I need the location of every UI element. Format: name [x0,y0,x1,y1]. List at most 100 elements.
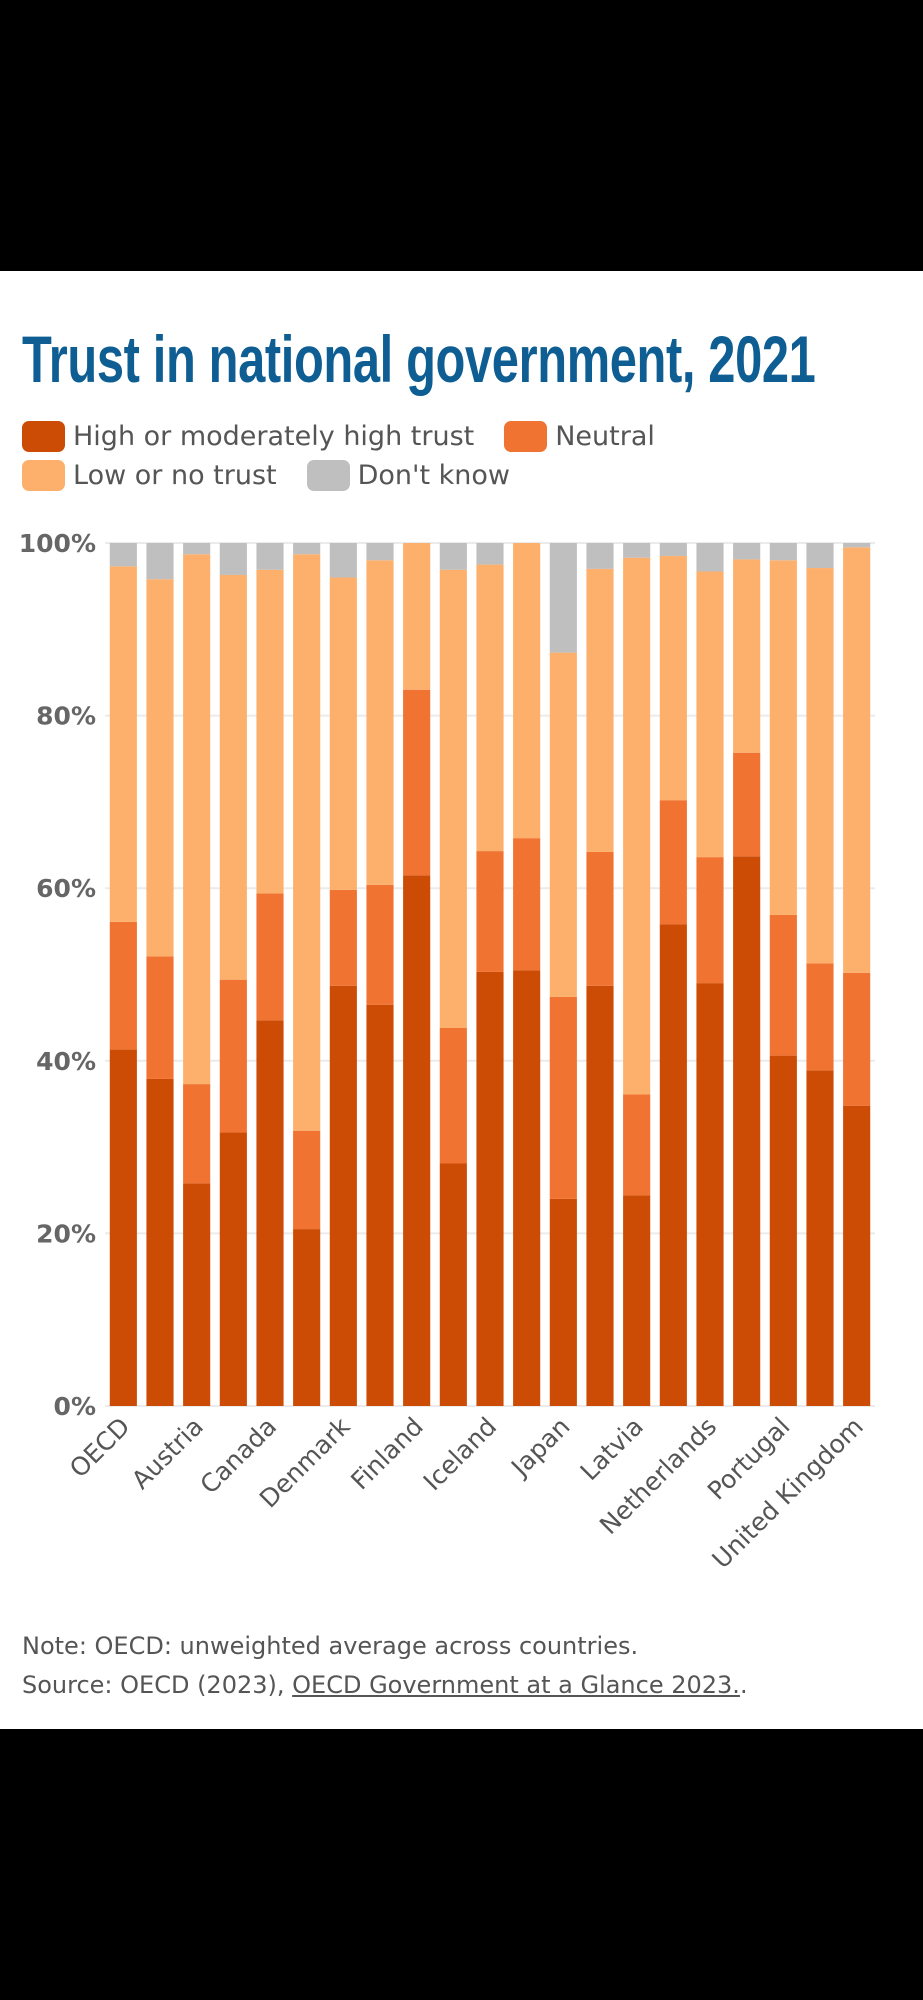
bar-segment-neutral [659,800,687,925]
legend-item-dont-know[interactable]: Don't know [306,460,510,491]
y-tick-label: 60% [36,874,96,903]
bar-segment-neutral [696,857,724,984]
bar-segment-high-or-moderately-high-trust [806,1070,834,1406]
bar-segment-low-or-no-trust [439,569,467,1029]
bar-segment-high-or-moderately-high-trust [733,856,761,1406]
bar-segment-don-t-know [769,543,797,561]
bar-segment-low-or-no-trust [403,543,431,690]
bar-segment-low-or-no-trust [219,574,247,980]
chart-title: Trust in national government, 2021 [22,322,816,396]
bar-segment-neutral [439,1028,467,1164]
bar-segment-neutral [733,752,761,857]
bar-segment-low-or-no-trust [256,569,284,894]
bar-segment-don-t-know [146,543,174,580]
bar-segment-low-or-no-trust [843,547,871,973]
bar-segment-don-t-know [806,543,834,569]
bar-segment-don-t-know [659,543,687,556]
bar-segment-high-or-moderately-high-trust [109,1049,137,1406]
y-tick-label: 20% [36,1219,96,1248]
bar-segment-neutral [513,838,541,971]
bar-segment-don-t-know [293,543,321,555]
bar-segment-don-t-know [476,543,504,565]
bar-segment-high-or-moderately-high-trust [843,1105,871,1406]
y-tick-label: 100% [19,529,96,558]
bar-segment-low-or-no-trust [293,554,321,1131]
bar-segment-low-or-no-trust [659,555,687,801]
footer-source: Source: OECD (2023), OECD Government at … [22,1671,748,1699]
bar-segment-neutral [586,851,614,986]
bar-segment-low-or-no-trust [476,564,504,852]
stacked-bar-chart: 0%20%40%60%80%100%OECDAustriaCanadaDenma… [19,529,875,1574]
source-prefix: Source: OECD (2023), [22,1671,293,1699]
source-suffix: . [739,1671,748,1699]
bar-segment-low-or-no-trust [586,568,614,852]
x-tick-label: OECD [64,1412,136,1484]
bar-segment-low-or-no-trust [366,560,394,885]
bar-segment-high-or-moderately-high-trust [659,924,687,1406]
bar-segment-high-or-moderately-high-trust [696,983,724,1406]
legend-item-high[interactable]: High or moderately high trust [22,421,474,452]
bar-segment-neutral [366,884,394,1005]
bar-segment-high-or-moderately-high-trust [183,1183,211,1406]
bar-segment-neutral [219,979,247,1133]
bar-segment-low-or-no-trust [806,568,834,964]
bar-segment-don-t-know [439,543,467,570]
chart-card: Trust in national government, 2021 High … [0,271,923,1729]
bar-segment-don-t-know [696,543,724,572]
legend-swatch [22,460,65,491]
bar-segment-don-t-know [329,543,357,578]
bar-segment-high-or-moderately-high-trust [329,985,357,1406]
bar-segment-low-or-no-trust [769,560,797,915]
bar-segment-neutral [403,689,431,876]
legend-item-low[interactable]: Low or no trust [22,460,277,491]
legend-item-neutral[interactable]: Neutral [504,421,655,452]
bar-segment-high-or-moderately-high-trust [219,1132,247,1406]
bar-segment-neutral [549,996,577,1199]
legend-swatch [22,421,65,452]
y-tick-label: 0% [54,1392,96,1421]
legend-swatch [306,460,350,491]
bar-segment-high-or-moderately-high-trust [476,971,504,1406]
bar-segment-don-t-know [623,543,651,558]
bar-segment-high-or-moderately-high-trust [586,985,614,1406]
bar-segment-low-or-no-trust [183,554,211,1085]
bar-segment-high-or-moderately-high-trust [769,1055,797,1406]
bar-segment-low-or-no-trust [733,559,761,753]
bar-segment-neutral [146,956,174,1079]
bar-segment-don-t-know [733,543,761,560]
bar-segment-low-or-no-trust [513,543,541,839]
bar-segment-don-t-know [549,543,577,653]
bar-segment-high-or-moderately-high-trust [366,1004,394,1406]
bar-segment-don-t-know [256,543,284,570]
bar-segment-neutral [293,1130,321,1230]
bar-segment-neutral [329,889,357,986]
bar-segment-don-t-know [219,543,247,575]
legend-label: Low or no trust [73,460,277,491]
x-tick-label: Japan [504,1412,575,1483]
bar-segment-low-or-no-trust [549,652,577,997]
bar-segment-high-or-moderately-high-trust [146,1078,174,1406]
legend-row-1: High or moderately high trust Neutral [22,421,655,452]
bar-segment-low-or-no-trust [623,557,651,1095]
legend-label: Don't know [357,460,510,491]
bar-segment-don-t-know [843,543,871,548]
legend-row-2: Low or no trust Don't know [22,460,510,491]
bar-segment-high-or-moderately-high-trust [623,1195,651,1406]
bar-segment-neutral [623,1094,651,1196]
source-link[interactable]: OECD Government at a Glance 2023. [292,1671,740,1699]
bar-segment-high-or-moderately-high-trust [256,1020,284,1406]
bar-segment-high-or-moderately-high-trust [549,1198,577,1406]
bar-segment-neutral [476,851,504,972]
bar-segment-low-or-no-trust [329,577,357,890]
x-tick-label: Finland [345,1412,429,1496]
bar-segment-neutral [256,893,284,1021]
bar-segment-high-or-moderately-high-trust [513,970,541,1406]
bar-segment-neutral [806,963,834,1071]
y-tick-label: 80% [36,702,96,731]
legend-label: Neutral [555,421,655,452]
bar-segment-don-t-know [109,543,137,567]
bar-segment-high-or-moderately-high-trust [293,1229,321,1406]
bar-segment-neutral [109,921,137,1050]
footer-note: Note: OECD: unweighted average across co… [22,1632,639,1660]
bar-segment-low-or-no-trust [109,566,137,922]
